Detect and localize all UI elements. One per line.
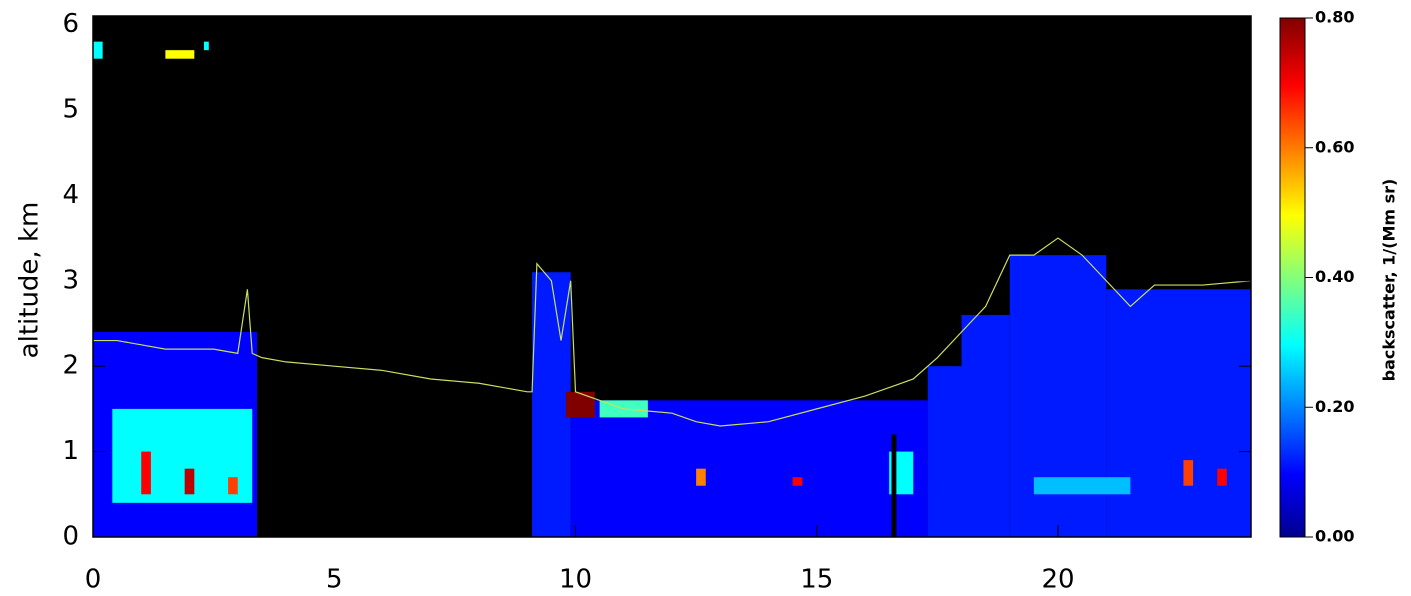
boundary-line: [93, 237, 1252, 427]
cell: [1009, 255, 1107, 538]
cell: [93, 41, 103, 59]
y-tick-label: 3: [62, 265, 79, 295]
colorbar: [1279, 17, 1306, 538]
plot-frame: [92, 15, 1252, 538]
y-tick-label: 4: [62, 180, 79, 210]
cell: [184, 468, 195, 495]
x-tick-label: 5: [326, 565, 343, 595]
cell: [228, 477, 238, 495]
x-tick-label: 20: [1041, 565, 1074, 595]
y-tick-label: 0: [62, 522, 79, 552]
x-tick-label: 0: [85, 565, 102, 595]
y-tick-label: 5: [62, 94, 79, 124]
cell: [1033, 477, 1131, 495]
cell: [141, 451, 151, 495]
cell: [927, 366, 962, 537]
cell: [1106, 289, 1251, 537]
colorbar-tick-label: 0.00: [1315, 527, 1354, 546]
colorbar-tick-label: 0.80: [1315, 8, 1354, 27]
cell: [1183, 460, 1194, 486]
cell: [570, 400, 928, 537]
colorbar-tick-label: 0.20: [1315, 397, 1354, 416]
cell: [696, 468, 706, 486]
cell: [532, 272, 571, 537]
cell: [792, 477, 803, 486]
cell: [165, 50, 195, 59]
y-tick-label: 6: [62, 9, 79, 39]
x-tick-label: 10: [559, 565, 592, 595]
y-tick-label: 1: [62, 436, 79, 466]
cell: [565, 391, 595, 418]
y-tick-label: 2: [62, 351, 79, 381]
colorbar-label: backscatter, 1/(Mm sr): [1380, 179, 1399, 382]
x-tick-label: 15: [800, 565, 833, 595]
y-axis-label: altitude, km: [15, 202, 45, 359]
cell: [961, 314, 1010, 537]
cell: [891, 434, 897, 537]
cell: [203, 41, 209, 51]
colorbar-tick-label: 0.40: [1315, 267, 1354, 286]
colorbar-tick-label: 0.60: [1315, 137, 1354, 156]
cell: [1217, 468, 1227, 486]
